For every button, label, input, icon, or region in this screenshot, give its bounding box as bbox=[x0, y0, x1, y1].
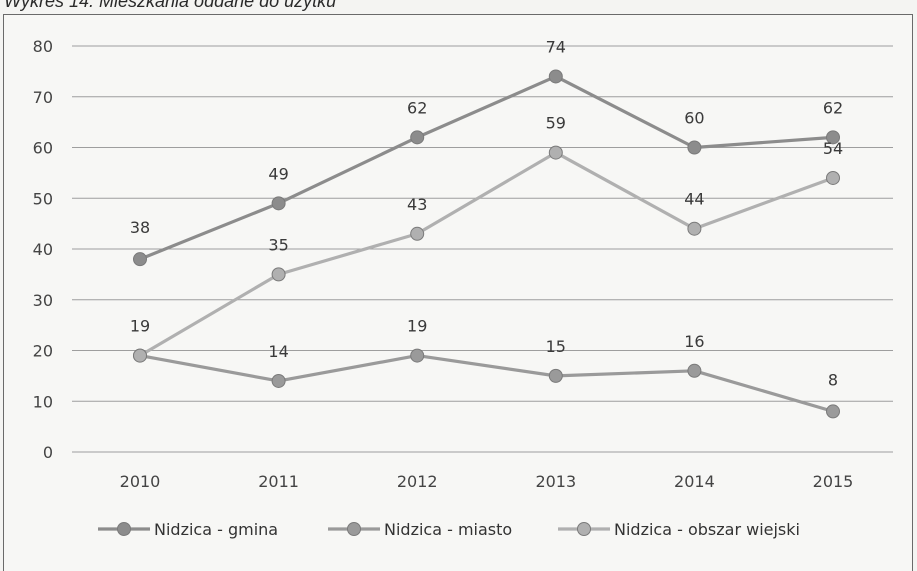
y-tick-label: 40 bbox=[33, 240, 53, 259]
data-label: 19 bbox=[130, 317, 150, 336]
data-label: 14 bbox=[268, 342, 288, 361]
x-tick-label: 2013 bbox=[535, 472, 576, 491]
data-label: 74 bbox=[546, 37, 566, 56]
series-line bbox=[139, 150, 834, 357]
x-tick-label: 2012 bbox=[397, 472, 438, 491]
series-lines bbox=[133, 69, 840, 419]
data-point bbox=[687, 140, 702, 155]
data-label: 62 bbox=[407, 98, 427, 117]
x-axis-ticks: 2010 2011 2012 2013 2014 2015 bbox=[120, 472, 854, 491]
y-tick-label: 20 bbox=[33, 342, 53, 361]
data-point bbox=[548, 368, 563, 383]
data-label: 54 bbox=[823, 139, 843, 158]
data-point bbox=[548, 69, 563, 84]
data-label: 16 bbox=[684, 332, 704, 351]
data-point bbox=[826, 170, 840, 185]
gridlines bbox=[72, 45, 893, 453]
data-point bbox=[271, 267, 286, 282]
legend-swatch-marker bbox=[117, 522, 131, 536]
data-point bbox=[133, 252, 147, 267]
data-point bbox=[687, 221, 702, 236]
data-label: 44 bbox=[684, 190, 704, 209]
y-tick-label: 30 bbox=[33, 291, 53, 310]
x-tick-label: 2010 bbox=[120, 472, 161, 491]
data-label: 43 bbox=[407, 195, 427, 214]
data-label: 49 bbox=[268, 164, 288, 183]
x-tick-label: 2014 bbox=[674, 472, 715, 491]
y-tick-label: 70 bbox=[33, 88, 53, 107]
data-point bbox=[410, 226, 425, 241]
legend-swatch-marker bbox=[347, 522, 361, 536]
y-tick-label: 50 bbox=[33, 189, 53, 208]
data-label: 35 bbox=[268, 235, 288, 254]
y-tick-label: 0 bbox=[43, 443, 53, 462]
series-line bbox=[139, 74, 834, 261]
series-line bbox=[139, 353, 834, 413]
data-point bbox=[133, 348, 147, 363]
legend-label: Nidzica - obszar wiejski bbox=[614, 520, 800, 539]
y-axis-ticks: 0 10 20 30 40 50 60 70 80 bbox=[33, 37, 53, 462]
data-point bbox=[271, 373, 286, 388]
data-point bbox=[826, 130, 840, 145]
chart-caption: Wykres 14. Mieszkania oddane do użytku bbox=[4, 0, 337, 11]
y-tick-label: 80 bbox=[33, 37, 53, 56]
data-labels: 38 49 62 74 60 62 19 14 19 15 16 8 35 43 59 44 54 bbox=[130, 37, 843, 389]
data-label: 62 bbox=[823, 98, 843, 117]
data-label: 8 bbox=[828, 370, 838, 389]
legend-label: Nidzica - miasto bbox=[384, 520, 512, 539]
data-point bbox=[826, 404, 840, 419]
legend-swatch-marker bbox=[577, 522, 591, 536]
x-tick-label: 2015 bbox=[813, 472, 854, 491]
data-point bbox=[410, 348, 425, 363]
legend-label: Nidzica - gmina bbox=[154, 520, 278, 539]
x-tick-label: 2011 bbox=[258, 472, 299, 491]
data-label: 59 bbox=[546, 114, 566, 133]
data-point bbox=[687, 363, 702, 378]
data-point bbox=[548, 145, 563, 160]
data-label: 38 bbox=[130, 218, 150, 237]
data-label: 60 bbox=[684, 109, 704, 128]
y-tick-label: 10 bbox=[33, 392, 53, 411]
data-label: 19 bbox=[407, 317, 427, 336]
data-point bbox=[410, 130, 425, 145]
data-label: 15 bbox=[546, 337, 566, 356]
legend: Nidzica - gmina Nidzica - miasto Nidzica -… bbox=[98, 520, 800, 539]
chart-frame bbox=[3, 14, 913, 571]
y-tick-label: 60 bbox=[33, 139, 53, 158]
data-point bbox=[271, 196, 286, 211]
